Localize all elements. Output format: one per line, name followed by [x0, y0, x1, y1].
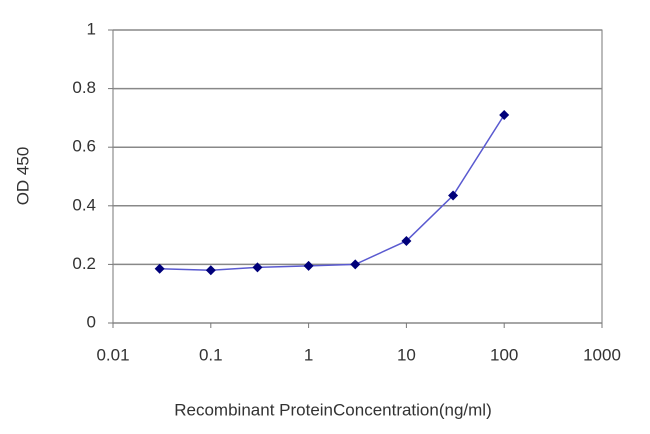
data-point	[303, 260, 314, 271]
x-tick-label: 10	[397, 345, 416, 364]
y-tick-label: 0	[87, 312, 96, 331]
data-point	[350, 259, 361, 270]
x-tick-label: 0.01	[96, 345, 129, 364]
series-line	[159, 114, 505, 272]
data-point	[401, 235, 412, 246]
y-tick-label: 0.6	[72, 137, 96, 156]
x-tick-label: 100	[490, 345, 518, 364]
x-axis-label: Recombinant ProteinConcentration(ng/ml)	[174, 400, 492, 419]
y-tick-label: 0.4	[72, 195, 96, 214]
data-point	[499, 109, 510, 120]
x-tick-label: 0.1	[199, 345, 223, 364]
data-point	[252, 262, 263, 273]
x-tick-label: 1	[304, 345, 313, 364]
y-axis-label: OD 450	[13, 147, 32, 206]
y-tick-label: 0.8	[72, 78, 96, 97]
y-tick-label: 0.2	[72, 254, 96, 273]
plot-area	[112, 29, 603, 324]
x-tick-label: 1000	[583, 345, 621, 364]
data-point	[448, 190, 459, 201]
y-tick-label: 1	[87, 19, 96, 38]
data-point	[154, 263, 165, 274]
data-point	[205, 265, 216, 276]
